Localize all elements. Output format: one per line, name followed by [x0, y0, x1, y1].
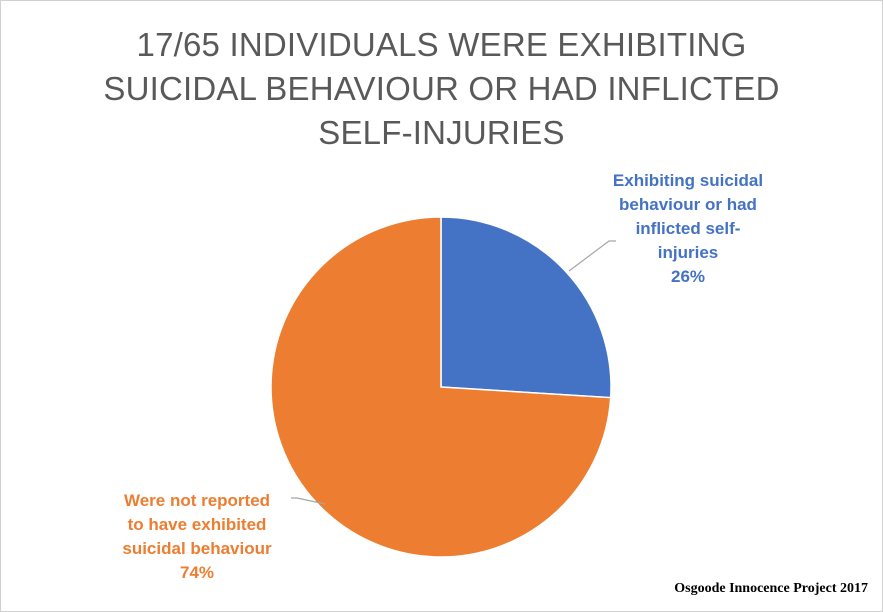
pie-slice-suicidal: [440, 216, 612, 399]
slice-label-not-reported-line-2: to have exhibited: [127, 515, 267, 534]
chart-title-line-2: SUICIDAL BEHAVIOUR OR HAD INFLICTED: [103, 70, 780, 107]
chart-title: 17/65 INDIVIDUALS WERE EXHIBITING SUICID…: [1, 23, 882, 155]
leader-line-suicidal: [568, 240, 616, 272]
slice-label-suicidal-line-4: injuries: [657, 243, 719, 262]
chart-title-line-3: SELF-INJURIES: [318, 114, 565, 151]
slice-percent-not-reported: 74%: [179, 563, 215, 582]
slice-label-suicidal: Exhibiting suicidal behaviour or had inf…: [597, 169, 779, 289]
slice-label-suicidal-line-1: Exhibiting suicidal: [612, 171, 764, 190]
slice-label-suicidal-line-2: behaviour or had: [619, 195, 757, 214]
slice-label-not-reported-line-1: Were not reported: [123, 491, 271, 510]
slice-percent-suicidal: 26%: [670, 267, 706, 286]
leader-line-not-reported: [291, 497, 326, 505]
source-credit: Osgoode Innocence Project 2017: [674, 581, 868, 596]
slice-label-suicidal-line-3: inflicted self-: [635, 219, 741, 238]
chart-title-line-1: 17/65 INDIVIDUALS WERE EXHIBITING: [136, 26, 747, 63]
pie-slice-not-reported: [270, 216, 612, 558]
slice-label-not-reported: Were not reported to have exhibited suic…: [97, 489, 297, 585]
slice-label-not-reported-line-3: suicidal behaviour: [122, 539, 272, 558]
